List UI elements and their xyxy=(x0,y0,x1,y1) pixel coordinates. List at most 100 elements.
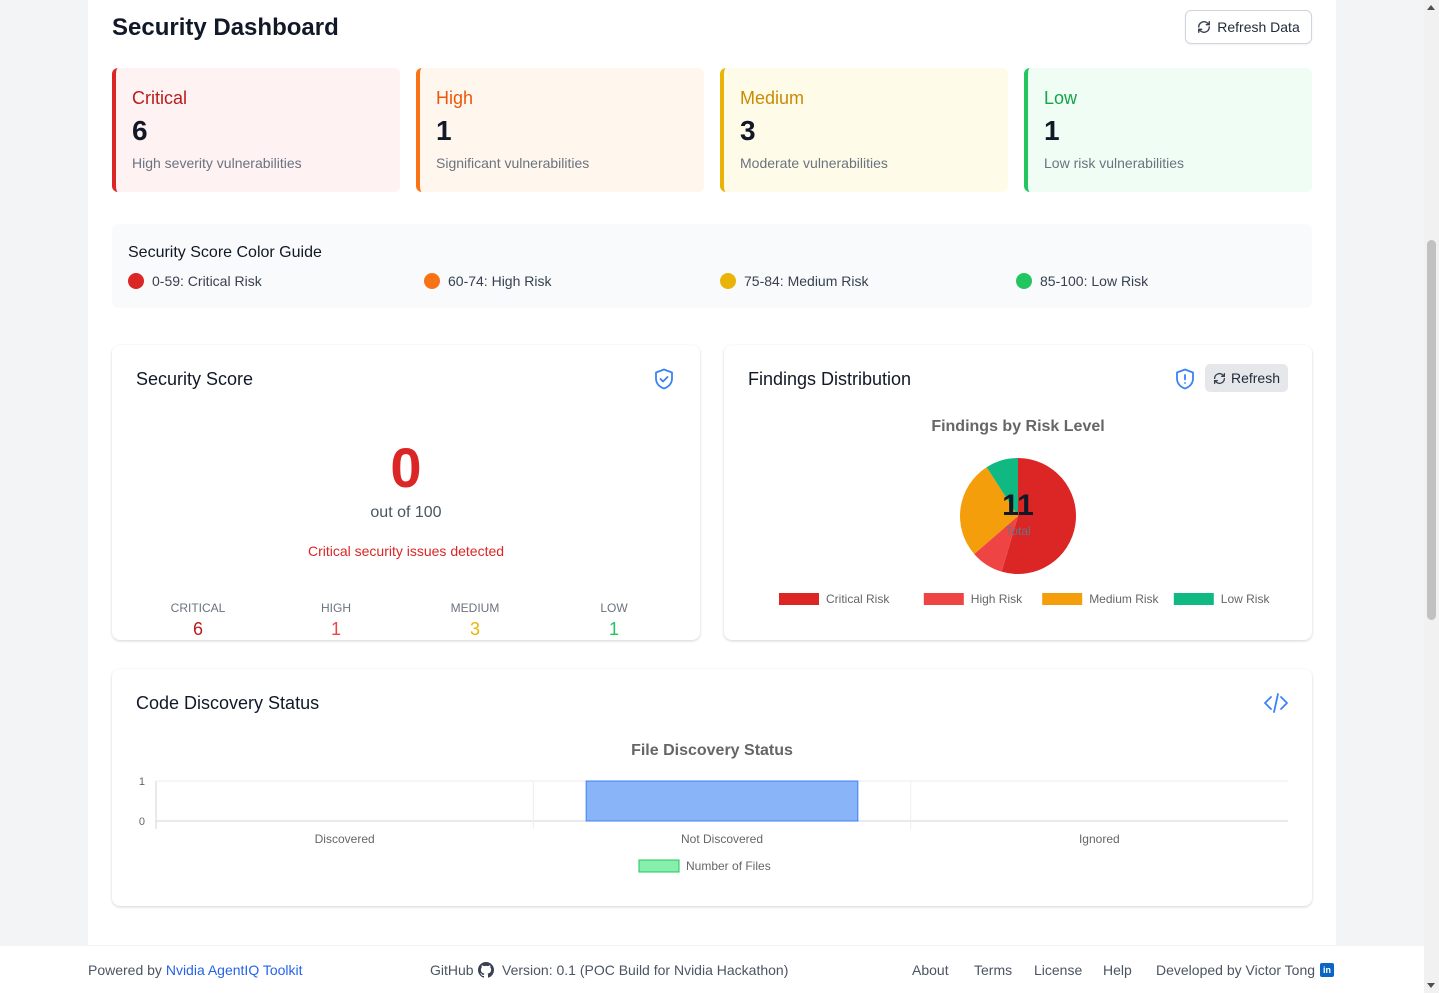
legend-swatch xyxy=(1173,593,1214,605)
code-discovery-card: Code Discovery Status File Discovery Sta… xyxy=(112,669,1312,906)
severity-description: Low risk vulnerabilities xyxy=(1044,155,1185,171)
findings-distribution-card: Findings Distribution Refresh Findings b… xyxy=(724,345,1312,640)
x-tick-label: Ignored xyxy=(1079,832,1120,846)
legend-label: Critical Risk xyxy=(826,592,890,606)
guide-item-low: 85-100: Low Risk xyxy=(1016,273,1148,289)
legend-swatch xyxy=(779,593,819,605)
x-tick-label: Not Discovered xyxy=(681,832,763,846)
breakdown-value: 1 xyxy=(330,619,341,639)
orange-dot-icon xyxy=(424,273,440,289)
legend-label: High Risk xyxy=(971,592,1023,606)
shield-alert-icon xyxy=(1176,368,1194,390)
refresh-icon xyxy=(1198,21,1211,33)
security-score-title: Security Score xyxy=(136,369,254,389)
about-link[interactable]: About xyxy=(912,962,949,978)
footer: Powered by Nvidia AgentIQ Toolkit GitHub… xyxy=(0,946,1424,993)
severity-label: Critical xyxy=(132,88,188,108)
x-tick-label: Discovered xyxy=(315,832,375,846)
severity-label: High xyxy=(436,88,474,108)
y-tick-label: 0 xyxy=(139,816,145,828)
severity-label: Medium xyxy=(740,88,805,108)
developer-label: Developed by Victor Tong xyxy=(1156,962,1316,978)
legend-label: Medium Risk xyxy=(1089,592,1159,606)
developer-credit: Developed by Victor Tong in xyxy=(1156,962,1335,978)
findings-pie-chart: 11 Total Critical Risk High Risk Medium Risk… xyxy=(779,458,1270,606)
legend-swatch xyxy=(638,859,680,873)
version-text: Version: 0.1 (POC Build for Nvidia Hacka… xyxy=(502,962,789,978)
high-summary-card: High 1 Significant vulnerabilities xyxy=(416,68,704,192)
breakdown-label: CRITICAL xyxy=(170,601,226,615)
scroll-down-arrow-icon[interactable] xyxy=(1427,983,1435,988)
guide-item-critical: 0-59: Critical Risk xyxy=(128,273,262,289)
breakdown-label: LOW xyxy=(600,601,628,615)
refresh-data-button[interactable]: Refresh Data xyxy=(1185,10,1312,44)
refresh-distribution-button[interactable]: Refresh xyxy=(1205,364,1288,392)
bar xyxy=(585,780,859,822)
low-summary-card: Low 1 Low risk vulnerabilities xyxy=(1024,68,1312,192)
breakdown-label: HIGH xyxy=(321,601,351,615)
breakdown-value: 3 xyxy=(469,619,480,639)
yellow-dot-icon xyxy=(720,273,736,289)
severity-count: 6 xyxy=(132,115,148,146)
pie-chart-title: Findings by Risk Level xyxy=(931,418,1105,435)
score-color-guide: Security Score Color Guide 0-59: Critica… xyxy=(112,224,1312,308)
scroll-up-arrow-icon[interactable] xyxy=(1427,5,1435,10)
pie-slice xyxy=(960,467,1018,554)
legend-label: Number of Files xyxy=(686,859,771,873)
guide-item-label: 0-59: Critical Risk xyxy=(152,273,262,289)
file-discovery-bar-chart: 0 1 Discovered Not Discovered Ignored Number … xyxy=(139,776,1288,873)
refresh-label: Refresh xyxy=(1230,370,1281,386)
breakdown-low: LOW 1 xyxy=(564,601,664,640)
medium-summary-card: Medium 3 Moderate vulnerabilities xyxy=(720,68,1008,192)
green-dot-icon xyxy=(1016,273,1032,289)
code-discovery-title: Code Discovery Status xyxy=(136,693,320,713)
breakdown-value: 6 xyxy=(192,619,203,639)
breakdown-label: MEDIUM xyxy=(450,601,500,615)
legend-swatch xyxy=(923,593,964,605)
guide-title: Security Score Color Guide xyxy=(128,244,322,261)
page-title: Security Dashboard xyxy=(112,14,339,41)
pie-slice xyxy=(986,458,1018,516)
legend-swatch xyxy=(1042,593,1083,605)
github-label: GitHub xyxy=(430,962,474,978)
scrollbar-thumb[interactable] xyxy=(1427,240,1436,620)
guide-item-label: 85-100: Low Risk xyxy=(1040,273,1149,289)
guide-item-high: 60-74: High Risk xyxy=(424,273,552,289)
pie-slice xyxy=(1001,458,1076,574)
powered-prefix: Powered by xyxy=(88,962,162,978)
red-dot-icon xyxy=(128,273,144,289)
severity-description: Significant vulnerabilities xyxy=(436,155,590,171)
pie-slice xyxy=(974,516,1018,572)
pie-center-value: 11 xyxy=(1002,489,1034,522)
score-status-text: Critical security issues detected xyxy=(307,543,505,559)
score-out-of: out of 100 xyxy=(370,504,442,521)
vertical-scrollbar[interactable] xyxy=(1424,0,1439,993)
breakdown-critical: CRITICAL 6 xyxy=(148,601,248,640)
severity-count: 1 xyxy=(1044,115,1060,146)
terms-link[interactable]: Terms xyxy=(974,962,1013,978)
severity-count: 3 xyxy=(740,115,756,146)
severity-description: High severity vulnerabilities xyxy=(132,155,302,171)
refresh-data-label: Refresh Data xyxy=(1217,19,1300,35)
shield-check-icon xyxy=(655,368,673,390)
agentiq-link[interactable]: Nvidia AgentIQ Toolkit xyxy=(165,962,303,978)
github-icon xyxy=(477,962,494,978)
license-link[interactable]: License xyxy=(1034,962,1083,978)
breakdown-high: HIGH 1 xyxy=(286,601,386,640)
security-score-value: 0 xyxy=(390,436,422,499)
linkedin-icon[interactable]: in xyxy=(1320,963,1335,977)
help-link[interactable]: Help xyxy=(1103,962,1132,978)
bar-chart-title: File Discovery Status xyxy=(631,742,793,759)
code-icon xyxy=(1264,693,1288,713)
breakdown-value: 1 xyxy=(608,619,619,639)
guide-item-label: 75-84: Medium Risk xyxy=(744,273,869,289)
severity-label: Low xyxy=(1044,88,1078,108)
powered-by: Powered by Nvidia AgentIQ Toolkit xyxy=(88,962,303,978)
guide-item-label: 60-74: High Risk xyxy=(448,273,552,289)
guide-item-medium: 75-84: Medium Risk xyxy=(720,273,869,289)
security-score-card: Security Score 0 out of 100 Critical sec… xyxy=(112,345,700,640)
refresh-icon xyxy=(1213,372,1226,384)
github-link[interactable]: GitHub xyxy=(430,962,494,978)
critical-summary-card: Critical 6 High severity vulnerabilities xyxy=(112,68,400,192)
pie-center-label: Total xyxy=(1005,524,1030,538)
